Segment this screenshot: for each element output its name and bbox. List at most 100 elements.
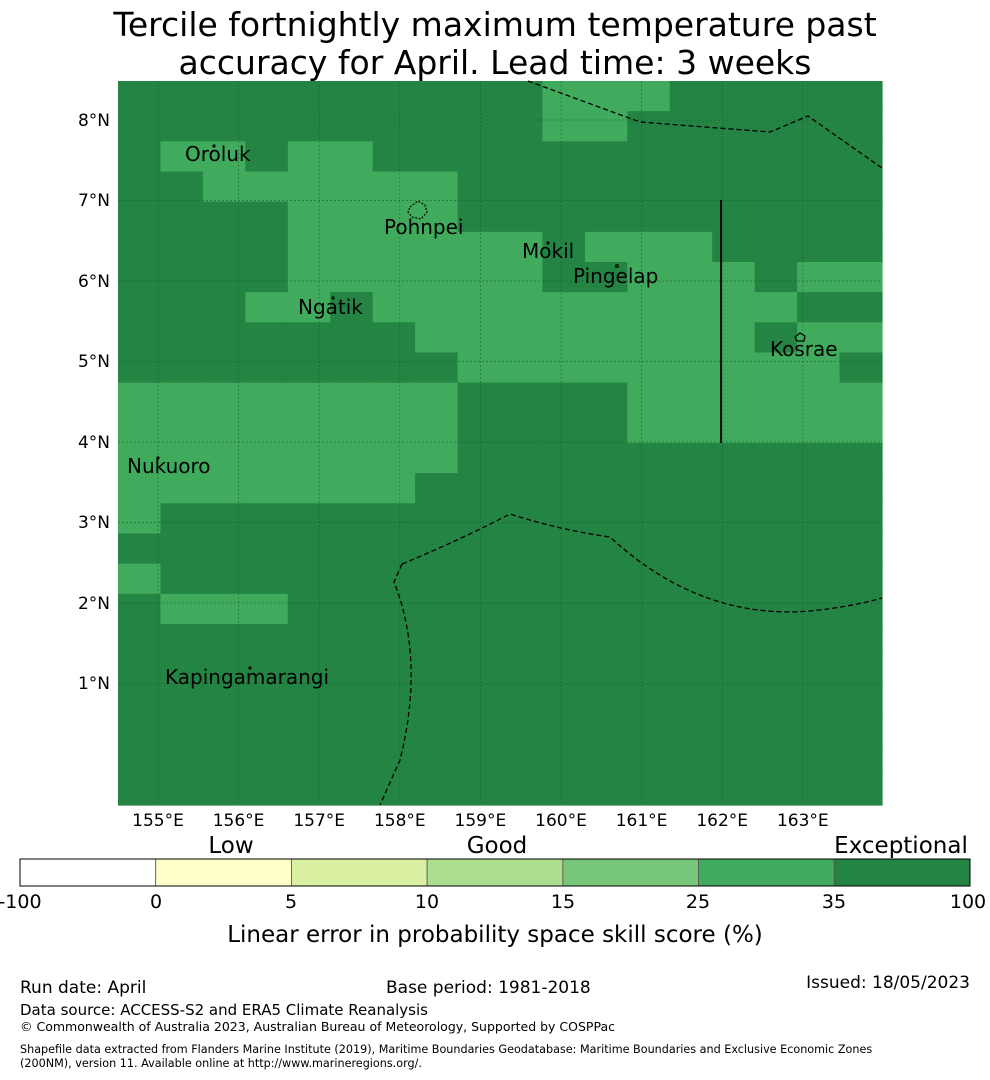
map-cell xyxy=(584,111,628,142)
map-cell xyxy=(627,503,671,535)
map-cell xyxy=(457,111,501,142)
colorbar-segment xyxy=(291,858,428,887)
map-cell xyxy=(160,744,204,776)
map-cell xyxy=(500,593,544,625)
colorbar-tick-label: 5 xyxy=(285,891,297,913)
map-cell xyxy=(500,654,544,685)
map-cell xyxy=(118,533,162,565)
map-cell xyxy=(797,201,841,233)
map-cell xyxy=(245,382,289,414)
map-cell xyxy=(372,654,416,685)
map-cell xyxy=(839,201,883,233)
shapefile-credit-line-1: Shapefile data extracted from Flanders M… xyxy=(20,1043,873,1056)
map-cell xyxy=(584,262,628,293)
map-cell xyxy=(160,624,204,655)
map-cell xyxy=(457,533,501,565)
map-cell xyxy=(712,171,756,203)
map-cell xyxy=(372,593,416,625)
map-cell xyxy=(584,382,628,414)
map-cell xyxy=(839,352,883,384)
map-cell xyxy=(542,654,586,685)
map-cell xyxy=(118,382,162,414)
map-cell xyxy=(202,382,246,414)
map-cell xyxy=(797,684,841,716)
map-cell xyxy=(287,654,331,685)
map-cell xyxy=(118,443,162,474)
map-cell xyxy=(415,262,459,293)
map-cell xyxy=(202,412,246,444)
map-cell xyxy=(839,171,883,203)
place-label-ngatik: Ngatik xyxy=(298,295,363,319)
map-cell xyxy=(330,714,374,746)
map-cell xyxy=(330,81,374,112)
map-cell xyxy=(584,141,628,173)
map-cell xyxy=(330,654,374,685)
place-label-pingelap: Pingelap xyxy=(573,264,658,288)
map-cell xyxy=(160,654,204,685)
map-cell xyxy=(839,624,883,655)
eez-boundary-north xyxy=(527,80,883,169)
map-cell xyxy=(839,533,883,565)
map-cell xyxy=(330,322,374,354)
pohnpei-island-icon xyxy=(407,200,428,220)
map-cell xyxy=(160,352,204,384)
map-cell xyxy=(669,654,713,685)
map-cell xyxy=(415,654,459,685)
map-cell xyxy=(245,774,289,806)
map-cell xyxy=(754,563,798,595)
map-cell xyxy=(839,503,883,535)
map-cell xyxy=(457,624,501,655)
map-cell xyxy=(584,774,628,806)
map-cell xyxy=(627,443,671,474)
place-label-mokil: Mokil xyxy=(522,239,574,263)
colorbar-tick-label: 0 xyxy=(150,891,162,913)
map-cell xyxy=(118,774,162,806)
colorbar-tick-label: 15 xyxy=(551,891,575,913)
map-cell xyxy=(542,624,586,655)
map-cell xyxy=(754,714,798,746)
map-cell xyxy=(542,382,586,414)
map-cell xyxy=(160,141,204,173)
map-cell xyxy=(118,231,162,263)
map-cell xyxy=(542,262,586,293)
island-outlines xyxy=(156,144,806,670)
map-cell xyxy=(500,503,544,535)
map-cell xyxy=(287,593,331,625)
map-cell xyxy=(202,624,246,655)
map-cell xyxy=(797,352,841,384)
map-cell xyxy=(754,352,798,384)
map-cell xyxy=(627,412,671,444)
colorbar-tick-label: 10 xyxy=(415,891,439,913)
map-cell xyxy=(542,171,586,203)
colorbar-category-exceptional: Exceptional xyxy=(834,833,968,859)
map-cell xyxy=(797,744,841,776)
map-cell xyxy=(584,201,628,233)
map-cell xyxy=(372,292,416,323)
map-cell xyxy=(245,322,289,354)
map-cell xyxy=(372,443,416,474)
map-cell xyxy=(330,292,374,323)
map-cell xyxy=(627,231,671,263)
map-cell xyxy=(372,352,416,384)
map-cell xyxy=(202,352,246,384)
map-cell xyxy=(457,141,501,173)
map-cell xyxy=(627,473,671,504)
map-cell xyxy=(330,382,374,414)
map-cell xyxy=(457,352,501,384)
map-cell xyxy=(754,774,798,806)
map-cell xyxy=(669,533,713,565)
map-cell xyxy=(372,684,416,716)
map-cell xyxy=(245,111,289,142)
map-cell xyxy=(542,201,586,233)
lon-tick-label: 155°E xyxy=(132,811,184,831)
map-cell xyxy=(457,322,501,354)
map-cell xyxy=(839,473,883,504)
map-cell xyxy=(712,111,756,142)
map-cell xyxy=(712,231,756,263)
map-cell xyxy=(457,412,501,444)
map-cell xyxy=(457,684,501,716)
colorbar-segment xyxy=(19,858,157,887)
lon-tick-label: 161°E xyxy=(616,811,668,831)
map-cell xyxy=(839,593,883,625)
map-cell xyxy=(627,111,671,142)
